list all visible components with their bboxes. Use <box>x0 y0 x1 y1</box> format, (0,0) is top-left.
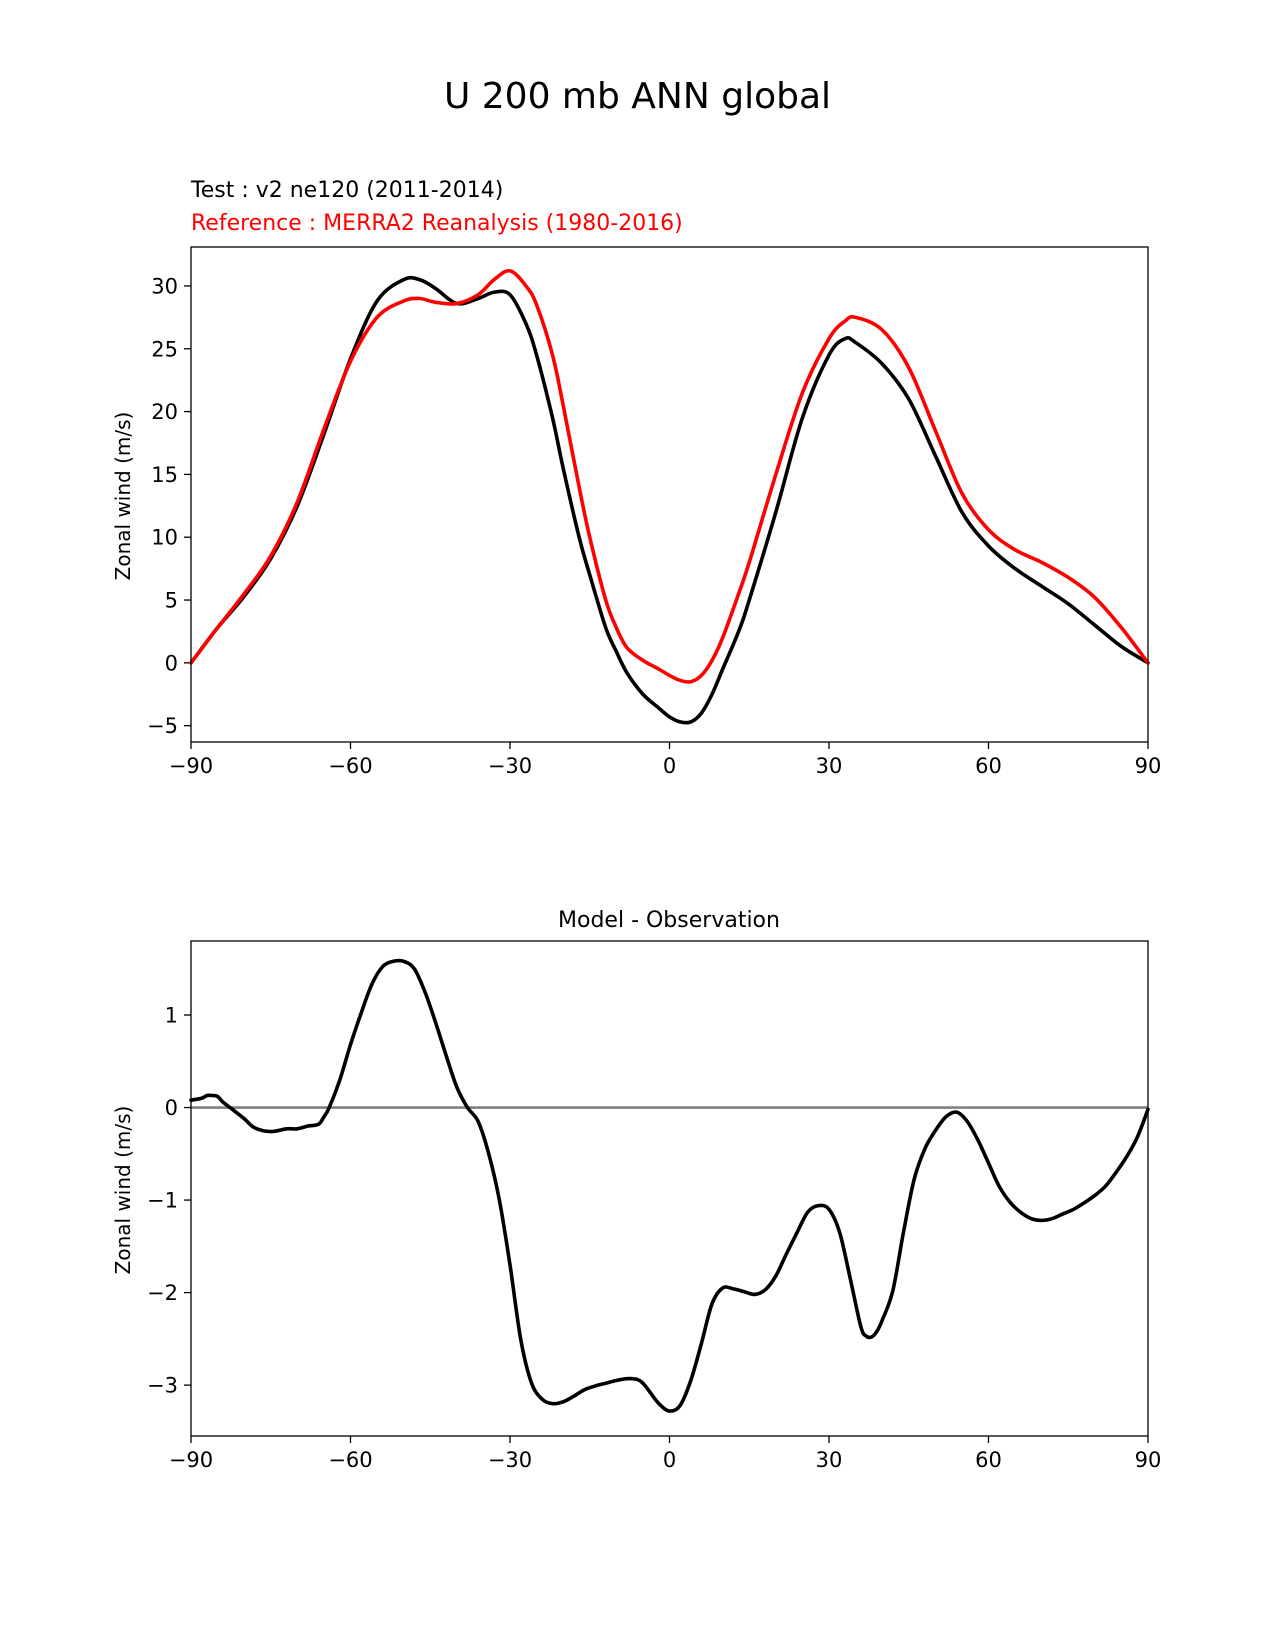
bottom-x-tick-label: −60 <box>328 1448 372 1472</box>
top-y-tick-label: 20 <box>151 400 178 424</box>
difference-series-line <box>189 958 1150 1413</box>
top-y-tick-label: 15 <box>151 463 178 487</box>
top-x-tick-label: 30 <box>816 754 843 778</box>
top-x-tick-label: 0 <box>663 754 676 778</box>
bottom-x-tick-label: −30 <box>488 1448 532 1472</box>
top-y-tick-label: 0 <box>165 651 178 675</box>
top-series <box>189 268 1150 725</box>
top-x-tick-label: −90 <box>169 754 213 778</box>
bottom-plot-frame <box>190 940 1149 1437</box>
test-title: Test : v2 ne120 (2011-2014) <box>190 178 503 203</box>
top-ticks: −90 −60 −30 0 30 60 90 −5 0 5 10 15 20 25 30 <box>147 274 1161 778</box>
top-y-axis-label: Zonal wind (m/s) <box>111 412 135 581</box>
bottom-y-tick-label: −3 <box>147 1374 178 1398</box>
top-x-tick-label: 90 <box>1135 754 1162 778</box>
top-plot-frame <box>190 246 1149 743</box>
bottom-x-tick-label: 90 <box>1135 1448 1162 1472</box>
top-y-tick-label: 5 <box>165 589 178 613</box>
bottom-y-tick-label: −2 <box>147 1281 178 1305</box>
bottom-x-tick-label: 0 <box>663 1448 676 1472</box>
top-x-tick-label: −60 <box>328 754 372 778</box>
bottom-y-axis-label: Zonal wind (m/s) <box>111 1106 135 1275</box>
top-y-tick-label: 30 <box>151 274 178 298</box>
test-series-line <box>189 275 1150 725</box>
top-y-tick-label: 25 <box>151 337 178 361</box>
difference-title: Model - Observation <box>558 908 780 933</box>
reference-series-line <box>189 268 1150 684</box>
reference-title: Reference : MERRA2 Reanalysis (1980-2016… <box>191 211 683 236</box>
bottom-series <box>189 958 1150 1413</box>
bottom-panel: Model - Observation Zonal wind (m/s) −90… <box>111 908 1161 1472</box>
top-panel: Test : v2 ne120 (2011-2014) Reference : … <box>111 178 1161 778</box>
top-x-tick-label: 60 <box>975 754 1002 778</box>
bottom-ticks: −90 −60 −30 0 30 60 90 −3 −2 −1 0 1 <box>147 1004 1161 1472</box>
bottom-x-tick-label: 60 <box>975 1448 1002 1472</box>
figure-title: U 200 mb ANN global <box>444 76 831 117</box>
bottom-y-tick-label: 0 <box>165 1096 178 1120</box>
bottom-y-tick-label: −1 <box>147 1189 178 1213</box>
top-y-tick-label: 10 <box>151 526 178 550</box>
top-y-tick-label: −5 <box>147 714 178 738</box>
bottom-x-tick-label: −90 <box>169 1448 213 1472</box>
top-x-tick-label: −30 <box>488 754 532 778</box>
bottom-y-tick-label: 1 <box>165 1004 178 1028</box>
bottom-x-tick-label: 30 <box>816 1448 843 1472</box>
